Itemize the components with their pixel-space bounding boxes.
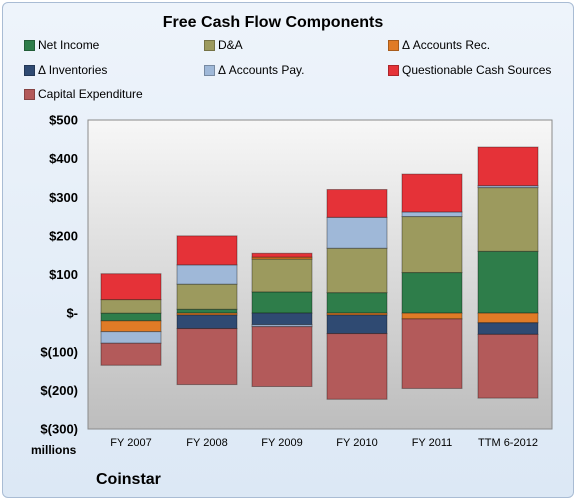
chart-legend: Net Income D&A Δ Accounts Rec. Δ Inventorie… [0,0,578,110]
legend-item-inventories: Δ Inventories [24,62,107,78]
bar-segment-accounts-rec-fy-2007 [100,320,162,333]
y-axis-unit-label: millions [31,443,77,457]
legend-swatch [204,39,215,51]
bar-segment-inventories-ttm-6-2012 [477,322,539,335]
legend-label: Δ Accounts Rec. [402,38,491,52]
legend-item-capital-expenditure: Capital Expenditure [24,86,143,102]
y-tick-label: $(200) [40,383,78,398]
bar-segment-d-a-fy-2010 [326,247,388,294]
bar-segment-questionable-cash-sources-fy-2007 [100,273,162,301]
bar-segment-d-a-fy-2009 [251,258,313,293]
bar-segment-net-income-fy-2009 [251,291,313,314]
bar-segment-d-a-fy-2011 [401,216,463,274]
x-tick-label: FY 2010 [336,437,377,449]
bar-segment-inventories-fy-2009 [251,312,313,326]
x-tick-label: TTM 6-2012 [478,437,538,449]
legend-swatch [388,39,399,51]
bar-segment-questionable-cash-sources-fy-2009 [251,252,313,258]
bar-segment-capital-expenditure-fy-2010 [326,333,388,400]
legend-label: Net Income [38,38,100,52]
bar-segment-accounts-rec-fy-2011 [401,312,463,320]
x-axis: FY 2007 FY 2008 FY 2009 FY 2010 FY 2011 TTM 6… [110,437,538,449]
bar-segment-net-income-fy-2007 [100,312,162,322]
bar-segment-net-income-fy-2011 [401,272,463,314]
bar-segment-net-income-ttm-6-2012 [477,250,539,314]
bar-segment-net-income-fy-2008 [176,308,238,314]
legend-swatch [204,64,215,76]
bar-segment-net-income-fy-2010 [326,292,388,314]
y-tick-label: $- [66,306,78,321]
bar-segment-accounts-rec-ttm-6-2012 [477,312,539,324]
y-tick-label: $(300) [40,422,78,437]
legend-label: Δ Inventories [38,63,108,77]
legend-item-accounts-pay: Δ Accounts Pay. [204,62,305,78]
legend-item-d-a: D&A [204,37,243,53]
chart-title: Free Cash Flow Components [162,14,384,31]
bar-segment-capital-expenditure-fy-2011 [401,318,463,389]
legend-item-accounts-rec: Δ Accounts Rec. [388,37,490,53]
legend-label: Capital Expenditure [38,87,143,101]
legend-swatch [24,64,35,76]
legend-label: Questionable Cash Sources [402,63,552,77]
bar-segment-accounts-pay-fy-2010 [326,216,388,249]
bar-segment-capital-expenditure-fy-2007 [100,342,162,366]
bar-segment-capital-expenditure-ttm-6-2012 [477,333,539,399]
legend-item-net-income: Net Income [24,37,99,53]
company-name: Coinstar [96,471,161,488]
y-tick-label: $200 [49,228,78,243]
y-tick-label: $(100) [40,344,78,359]
bar-segment-d-a-fy-2007 [100,299,162,314]
legend-swatch [388,64,399,76]
y-axis: $500 $400 $300 $200 $100 $- $(100) $(200) $(300) [40,113,78,437]
x-tick-label: FY 2011 [412,437,453,449]
x-tick-label: FY 2008 [186,437,227,449]
bar-segment-questionable-cash-sources-fy-2010 [326,189,388,218]
bar-segment-inventories-fy-2008 [176,314,238,330]
bar-segment-questionable-cash-sources-fy-2008 [176,235,238,266]
legend-swatch [24,39,35,51]
legend-item-questionable-cash-sources: Questionable Cash Sources [388,62,551,78]
y-tick-label: $100 [49,267,78,282]
legend-swatch [24,88,35,100]
bar-segment-d-a-fy-2008 [176,283,238,310]
bar-segment-d-a-ttm-6-2012 [477,187,539,252]
bar-segment-accounts-pay-fy-2011 [401,211,463,218]
legend-label: D&A [218,38,243,52]
bar-segment-questionable-cash-sources-ttm-6-2012 [477,146,539,187]
legend-label: Δ Accounts Pay. [218,63,305,77]
plot-area [87,119,553,430]
y-tick-label: $500 [49,113,78,128]
x-tick-label: FY 2007 [110,437,151,449]
bar-segment-accounts-pay-fy-2007 [100,331,162,344]
bar-segment-inventories-fy-2010 [326,314,388,335]
x-tick-label: FY 2009 [261,437,302,449]
y-tick-label: $400 [49,151,78,166]
bar-segment-questionable-cash-sources-fy-2011 [401,173,463,213]
y-tick-label: $300 [49,190,78,205]
bar-segment-accounts-pay-fy-2008 [176,264,238,285]
bar-segment-capital-expenditure-fy-2009 [251,326,313,388]
bar-stacks [100,146,539,400]
bar-segment-capital-expenditure-fy-2008 [176,328,238,386]
